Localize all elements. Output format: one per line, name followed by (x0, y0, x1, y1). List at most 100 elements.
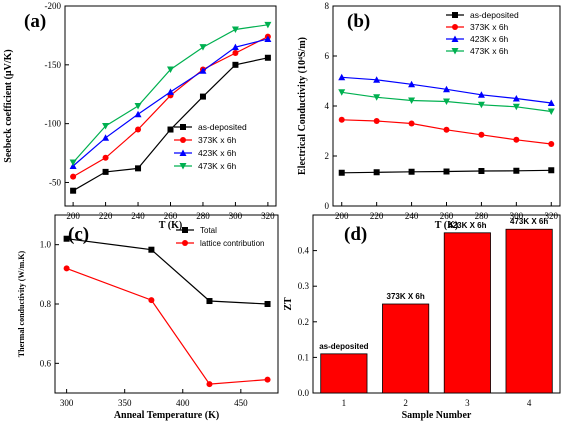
data-point (135, 126, 142, 133)
y-tick-label: 0 (325, 201, 330, 211)
legend-label: Total (200, 226, 217, 235)
data-point (478, 131, 485, 138)
data-point (478, 168, 485, 174)
panel-label: (d) (344, 224, 367, 245)
y-tick-label: -150 (45, 60, 62, 70)
data-point (443, 126, 450, 133)
data-point (264, 35, 272, 42)
data-point (338, 116, 345, 123)
data-point (477, 91, 485, 98)
data-point (69, 159, 77, 166)
plot-frame (332, 5, 561, 207)
x-tick-label: 400 (176, 398, 190, 408)
data-point (199, 93, 206, 100)
panel-b: (b) 0 2 4 6 8 200 220 240 260 280 300 320 T (K) Electr… (297, 1, 561, 231)
y-tick-label: 0.6 (40, 358, 52, 368)
data-point (232, 50, 239, 57)
data-point (264, 21, 272, 29)
y-tick-label: 4 (325, 101, 330, 111)
panel-a: (a) -50 -100 -150 -200 200 220 240 260 280 300 320 T… (3, 1, 277, 231)
panel-label: (b) (347, 11, 370, 32)
plot-frame (312, 214, 561, 394)
data-point (102, 123, 110, 130)
legend-label: lattice contribution (200, 239, 264, 248)
data-point (102, 134, 110, 141)
data-point (206, 381, 213, 388)
data-point (408, 97, 416, 104)
data-point (135, 165, 142, 172)
y-tick-label: 0.1 (298, 352, 309, 362)
legend-marker (451, 35, 459, 42)
data-point (102, 168, 109, 175)
data-point (443, 85, 450, 93)
series-line (66, 267, 268, 385)
data-point (338, 73, 346, 81)
legend-marker (179, 163, 187, 170)
y-tick-label: 0.3 (298, 281, 310, 291)
y-tick-label: 8 (325, 1, 330, 11)
data-point (548, 141, 555, 147)
data-point (408, 120, 415, 127)
x-tick-label: 240 (131, 211, 145, 221)
data-point (134, 103, 142, 110)
data-point (167, 88, 174, 95)
x-axis-label: T (K) (435, 220, 458, 231)
y-tick-label: 0.0 (298, 388, 310, 398)
data-point (167, 66, 174, 74)
legend-label: 423K x 6h (198, 148, 237, 158)
x-tick-label: 2 (403, 398, 408, 408)
data-point (512, 103, 520, 111)
data-point (264, 301, 271, 307)
x-tick-label: 240 (405, 211, 419, 221)
x-tick-label: 260 (440, 211, 454, 221)
legend-marker (451, 48, 459, 55)
data-point (264, 376, 271, 383)
y-axis-label: Seebeck coefficient (μV/K) (3, 49, 14, 162)
data-point (63, 265, 70, 272)
data-point (373, 118, 380, 124)
y-axis-label: Thermal conductivity (W/m.K) (17, 250, 26, 357)
series-line (72, 38, 269, 167)
data-point (408, 168, 415, 175)
data-point (231, 26, 239, 34)
data-point (70, 173, 77, 180)
bar-label: as-deposited (319, 342, 368, 351)
data-point (199, 44, 207, 51)
y-tick-label: 1.0 (40, 240, 52, 250)
plot-frame (64, 5, 277, 207)
legend-label: 373K x 6h (470, 22, 509, 32)
y-tick-label: 2 (325, 151, 330, 161)
x-tick-label: 300 (510, 211, 524, 221)
data-point (477, 101, 485, 109)
bar-label: 373K X 6h (387, 292, 425, 301)
y-tick-label: -50 (49, 177, 61, 187)
panel-label: (c) (68, 224, 89, 245)
x-tick-label: 450 (234, 398, 248, 408)
data-point (232, 61, 239, 68)
data-point (338, 89, 346, 96)
data-point (548, 167, 555, 174)
legend-label: 423K x 6h (470, 34, 509, 44)
data-point (338, 169, 345, 176)
panel-c: (c) 0.6 0.8 1.0 300 350 400 450 Anneal Temperatu… (17, 214, 279, 421)
bar-label: 473K X 6h (510, 217, 548, 226)
data-point (264, 54, 271, 61)
data-point (206, 298, 213, 305)
x-tick-label: 1 (342, 398, 347, 408)
x-tick-label: 200 (66, 211, 80, 221)
x-tick-label: 4 (527, 398, 532, 408)
series-line (66, 238, 268, 305)
legend-marker (452, 12, 458, 18)
data-point (373, 76, 381, 83)
y-axis-label: Electrical Conductivity (10⁴S/m) (297, 37, 308, 175)
data-point (547, 99, 555, 106)
legend-marker (180, 124, 186, 130)
y-axis-label: ZT (283, 297, 294, 311)
x-axis-label: Sample Number (402, 410, 472, 421)
data-point (512, 95, 520, 102)
data-point (63, 235, 70, 242)
x-axis-label: T (K) (159, 220, 182, 231)
data-point (443, 98, 450, 105)
legend-label: as-deposited (198, 122, 247, 132)
x-tick-label: 300 (60, 398, 74, 408)
